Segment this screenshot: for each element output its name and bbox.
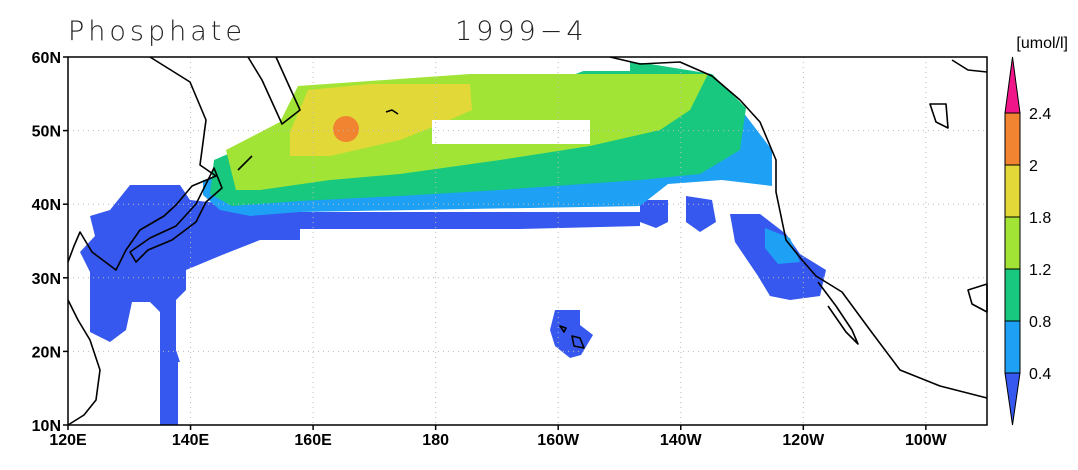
colorbar-label: 0.8 (1029, 314, 1051, 331)
coastline (559, 325, 567, 333)
level-region (765, 228, 800, 264)
coastline (237, 155, 253, 171)
coastline (951, 59, 988, 73)
lat-label: 10N (32, 418, 61, 435)
colorbar-label: 1.8 (1029, 210, 1051, 227)
coastline (571, 335, 585, 349)
lon-label: 140E (172, 432, 210, 449)
level-region (550, 310, 593, 358)
grid (68, 57, 987, 425)
lat-label: 40N (32, 197, 61, 214)
axes: 10N 20N 30N 40N 50N 60N 120E 140E 160E 180 160W 140… (32, 50, 948, 449)
lon-label: 160W (537, 432, 580, 449)
lon-label: 100W (905, 432, 948, 449)
lat-label: 20N (32, 344, 61, 361)
no-data-area (300, 57, 630, 71)
lon-label: 180 (422, 432, 449, 449)
lon-label: 160E (294, 432, 332, 449)
level-region (160, 362, 178, 425)
level-region (686, 196, 716, 232)
period: 1999−4 (455, 16, 588, 47)
coastline (817, 281, 859, 345)
coastline (67, 299, 101, 426)
level-region (333, 116, 359, 142)
colorbar-segment (1004, 268, 1021, 322)
level-region (640, 200, 668, 228)
colorbar-segment (1004, 56, 1021, 114)
coastline (929, 103, 949, 129)
title: Phosphate (68, 16, 246, 47)
lat-label: 50N (32, 124, 61, 141)
level-region (290, 84, 472, 156)
colorbar-segment (1004, 216, 1021, 270)
lon-label: 120W (782, 432, 825, 449)
coastline (67, 56, 217, 271)
no-data-area (432, 120, 590, 144)
lat-label: 30N (32, 271, 61, 288)
coastline (385, 109, 399, 115)
coastline (609, 56, 988, 399)
level-region (80, 185, 640, 362)
colorbar-segment (1004, 372, 1021, 426)
colorbar-label: 2.4 (1029, 106, 1051, 123)
colorbar-segment (1004, 164, 1021, 218)
phosphate-field (80, 57, 826, 425)
colorbar: 0.4 0.8 1.2 1.8 2 2.4 (1004, 56, 1051, 426)
coastlines (67, 56, 988, 426)
colorbar-segment (1004, 112, 1021, 166)
coastline (247, 56, 301, 125)
colorbar-label: 0.4 (1029, 366, 1051, 383)
coastline (967, 283, 988, 313)
lon-label: 120E (49, 432, 87, 449)
coastline (129, 167, 223, 263)
colorbar-label: 2 (1029, 158, 1038, 175)
plot-frame (67, 56, 988, 426)
colorbar-segment (1004, 320, 1021, 374)
lon-label: 140W (660, 432, 703, 449)
lat-label: 60N (32, 50, 61, 67)
colorbar-label: 1.2 (1029, 262, 1051, 279)
unit: [umol/l] (1016, 35, 1068, 52)
